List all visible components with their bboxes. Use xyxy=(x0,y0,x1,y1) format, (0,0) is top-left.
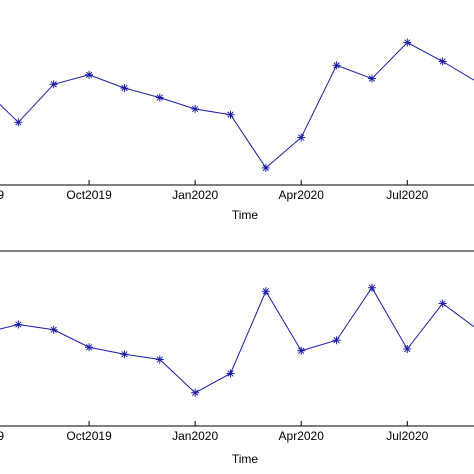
marker-stroke xyxy=(404,39,411,46)
marker-stroke xyxy=(368,284,376,291)
point-marker xyxy=(367,74,376,83)
point-marker xyxy=(297,346,306,355)
x-tick-label: Jul2020 xyxy=(386,188,428,202)
point-marker xyxy=(438,57,447,66)
marker-stroke xyxy=(85,71,93,78)
marker-stroke xyxy=(156,94,163,101)
marker-stroke xyxy=(404,345,411,353)
point-marker xyxy=(367,283,376,292)
point-marker xyxy=(261,287,270,296)
marker-stroke xyxy=(227,370,234,377)
marker-stroke xyxy=(50,326,57,333)
series-line xyxy=(0,41,474,169)
x-tick-label: Apr2020 xyxy=(279,429,325,443)
marker-stroke xyxy=(439,58,446,65)
marker-stroke xyxy=(121,351,128,358)
marker-stroke xyxy=(333,337,340,344)
point-marker xyxy=(403,345,412,353)
x-tick-label: Jan2020 xyxy=(172,429,218,443)
point-marker xyxy=(332,336,341,345)
point-marker xyxy=(155,93,164,102)
marker-stroke xyxy=(298,347,305,354)
marker-stroke xyxy=(50,81,57,88)
point-marker xyxy=(85,343,94,352)
marker-stroke xyxy=(121,84,128,92)
marker-stroke xyxy=(15,119,22,126)
point-marker xyxy=(155,355,164,364)
point-marker xyxy=(49,325,58,334)
point-marker xyxy=(191,388,200,397)
point-marker xyxy=(226,110,235,119)
point-marker xyxy=(120,350,129,359)
point-marker xyxy=(49,80,58,89)
x-tick-label: Oct2019 xyxy=(66,188,112,202)
marker-stroke xyxy=(156,356,163,363)
point-marker xyxy=(226,369,235,378)
marker-stroke xyxy=(191,105,199,113)
x-axis-label: Time xyxy=(232,452,259,466)
marker-stroke xyxy=(298,134,305,141)
x-tick-label: Jan2020 xyxy=(172,188,218,202)
marker-stroke xyxy=(262,164,270,172)
marker-stroke xyxy=(191,389,199,396)
x-tick-label: Apr2020 xyxy=(279,188,325,202)
point-marker xyxy=(332,61,341,70)
x-axis-label: Time xyxy=(232,208,259,222)
point-marker xyxy=(14,320,23,329)
point-marker xyxy=(120,84,129,93)
point-marker xyxy=(438,299,447,308)
series-line xyxy=(0,286,474,394)
marker-stroke xyxy=(262,288,270,295)
point-marker xyxy=(403,38,412,47)
point-marker xyxy=(191,105,200,113)
point-marker xyxy=(14,118,23,127)
x-tick-label: Oct2019 xyxy=(66,429,112,443)
point-marker xyxy=(297,133,306,142)
x-tick-label: Jul2019 xyxy=(0,429,4,443)
marker-stroke xyxy=(227,111,234,118)
x-tick-label: Jul2019 xyxy=(0,188,4,202)
marker-stroke xyxy=(439,300,446,307)
marker-stroke xyxy=(333,62,340,69)
point-marker xyxy=(85,70,94,79)
x-tick-label: Jul2020 xyxy=(386,429,428,443)
marker-stroke xyxy=(85,344,93,351)
marker-stroke xyxy=(15,321,22,328)
point-marker xyxy=(261,163,270,172)
marker-stroke xyxy=(368,75,376,82)
